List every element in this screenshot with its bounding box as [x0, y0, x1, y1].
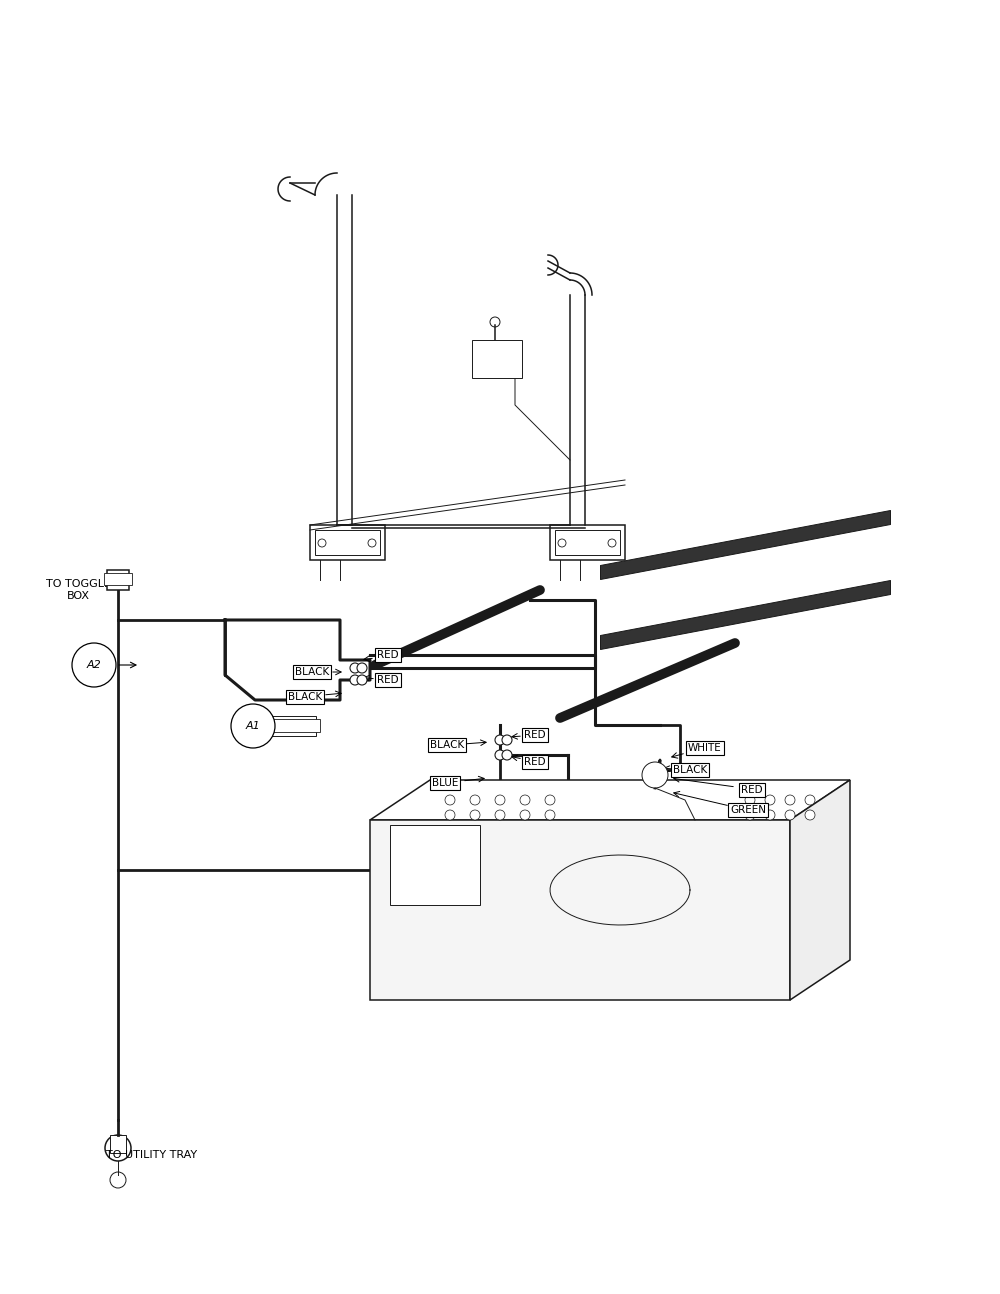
- Text: RED: RED: [524, 757, 546, 767]
- Circle shape: [478, 351, 486, 358]
- Circle shape: [368, 540, 376, 547]
- Circle shape: [350, 675, 360, 685]
- Circle shape: [805, 795, 815, 805]
- Text: RED: RED: [377, 675, 399, 685]
- Circle shape: [470, 810, 480, 820]
- Circle shape: [642, 762, 668, 788]
- Circle shape: [805, 810, 815, 820]
- Circle shape: [357, 675, 367, 685]
- Circle shape: [520, 810, 530, 820]
- Circle shape: [445, 795, 455, 805]
- Circle shape: [318, 540, 326, 547]
- Circle shape: [357, 663, 367, 673]
- Circle shape: [495, 795, 505, 805]
- Bar: [104, 573, 132, 585]
- Circle shape: [488, 358, 496, 367]
- Circle shape: [470, 795, 480, 805]
- Circle shape: [350, 663, 360, 673]
- Bar: [555, 531, 620, 555]
- Bar: [472, 340, 522, 378]
- Polygon shape: [370, 820, 790, 1000]
- Circle shape: [498, 351, 506, 358]
- Text: WHITE: WHITE: [688, 743, 722, 753]
- Circle shape: [785, 795, 795, 805]
- Text: GREEN: GREEN: [730, 805, 766, 815]
- Circle shape: [765, 795, 775, 805]
- Circle shape: [72, 643, 116, 687]
- Bar: [110, 1135, 126, 1153]
- Circle shape: [545, 795, 555, 805]
- Circle shape: [488, 343, 496, 351]
- Bar: [390, 826, 480, 905]
- Circle shape: [558, 540, 566, 547]
- Circle shape: [502, 751, 512, 760]
- Circle shape: [495, 751, 505, 760]
- Circle shape: [490, 317, 500, 327]
- Text: RED: RED: [524, 730, 546, 740]
- Circle shape: [745, 810, 755, 820]
- Text: A2: A2: [87, 660, 101, 670]
- Circle shape: [545, 810, 555, 820]
- Polygon shape: [370, 780, 850, 820]
- Circle shape: [785, 810, 795, 820]
- Bar: [268, 716, 316, 736]
- Text: BLACK: BLACK: [430, 740, 464, 751]
- Circle shape: [495, 735, 505, 745]
- Text: BLACK: BLACK: [295, 666, 329, 677]
- Text: BLACK: BLACK: [288, 692, 322, 703]
- Circle shape: [608, 540, 616, 547]
- Text: TO TOGGLE
BOX: TO TOGGLE BOX: [46, 580, 110, 600]
- Text: RED: RED: [741, 785, 763, 795]
- Bar: [315, 531, 380, 555]
- Circle shape: [502, 735, 512, 745]
- Polygon shape: [790, 780, 850, 1000]
- Text: BLACK: BLACK: [673, 765, 707, 775]
- Circle shape: [520, 795, 530, 805]
- Circle shape: [231, 704, 275, 748]
- Text: RED: RED: [377, 650, 399, 660]
- Circle shape: [495, 810, 505, 820]
- Bar: [310, 525, 385, 560]
- Circle shape: [745, 795, 755, 805]
- Bar: [264, 719, 320, 732]
- Bar: [107, 569, 129, 590]
- Bar: [550, 525, 625, 560]
- Circle shape: [105, 1135, 131, 1161]
- Text: TO UTILITY TRAY: TO UTILITY TRAY: [106, 1150, 198, 1159]
- Circle shape: [445, 810, 455, 820]
- Text: BLUE: BLUE: [432, 778, 458, 788]
- Circle shape: [110, 1172, 126, 1188]
- Circle shape: [765, 810, 775, 820]
- Text: A1: A1: [246, 721, 260, 731]
